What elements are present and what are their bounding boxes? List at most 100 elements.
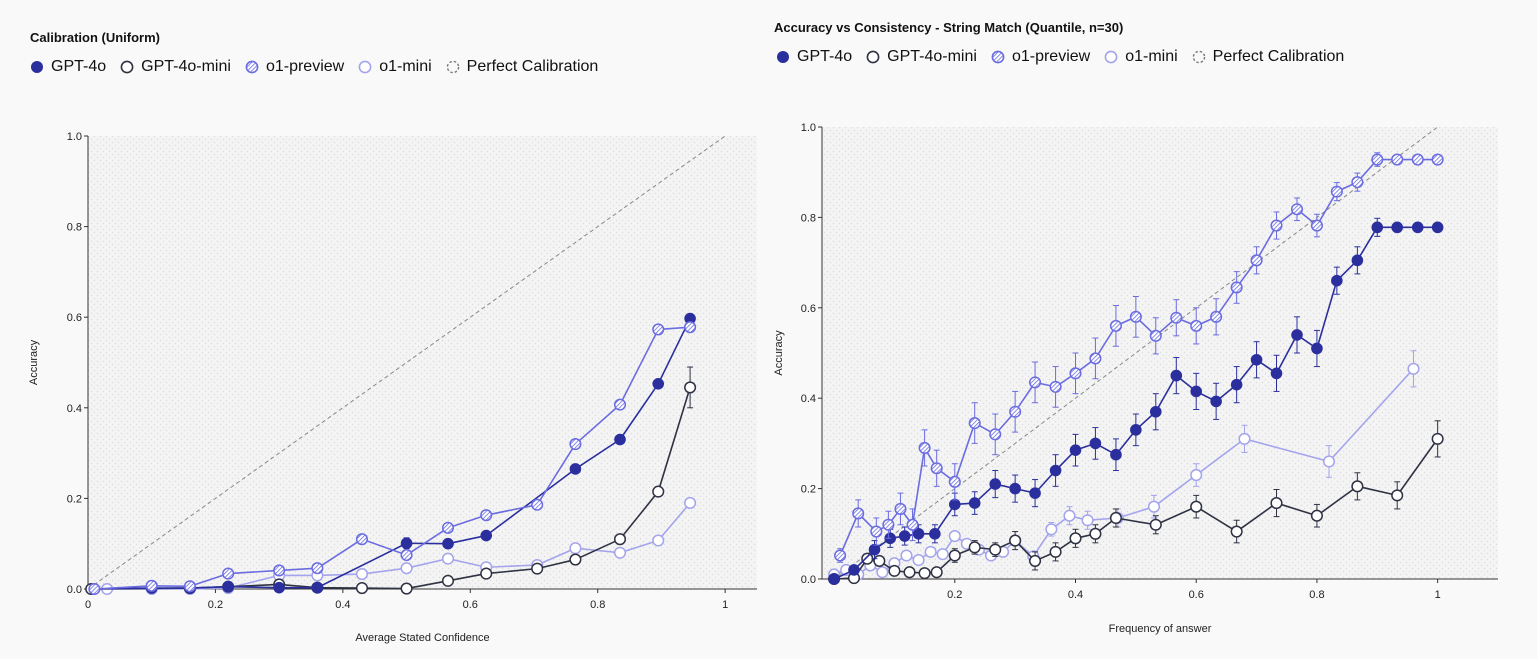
data-point[interactable] [948, 549, 961, 562]
data-point[interactable] [861, 552, 874, 565]
data-point[interactable] [1391, 153, 1404, 166]
data-point[interactable] [1407, 362, 1420, 375]
data-point[interactable] [1330, 185, 1343, 198]
data-point[interactable] [968, 497, 981, 509]
legend-item-o1-preview[interactable]: o1-preview [245, 58, 344, 76]
data-point[interactable] [1250, 254, 1263, 267]
data-point[interactable] [273, 581, 285, 594]
data-point[interactable] [1238, 432, 1251, 445]
data-point[interactable] [1311, 342, 1323, 355]
data-point[interactable] [1270, 367, 1283, 380]
data-point[interactable] [1391, 221, 1404, 234]
data-point[interactable] [1149, 405, 1162, 418]
data-point[interactable] [1270, 219, 1283, 232]
data-point[interactable] [1029, 376, 1042, 389]
data-point[interactable] [1009, 534, 1022, 547]
data-point[interactable] [441, 574, 455, 587]
legend-item-perfect-calibration[interactable]: Perfect Calibration [1192, 48, 1344, 66]
legend-item-gpt-4o-mini[interactable]: GPT-4o-mini [866, 48, 977, 66]
data-point[interactable] [1109, 511, 1122, 525]
data-point[interactable] [1130, 424, 1142, 436]
data-point[interactable] [1089, 437, 1102, 450]
data-point[interactable] [948, 530, 961, 543]
data-point[interactable] [868, 543, 881, 556]
legend-item-o1-preview[interactable]: o1-preview [991, 48, 1090, 66]
data-point[interactable] [968, 541, 981, 554]
data-point[interactable] [1170, 311, 1183, 324]
data-point[interactable] [1322, 455, 1336, 468]
data-point[interactable] [441, 521, 455, 534]
data-point[interactable] [273, 564, 286, 577]
data-point[interactable] [848, 564, 860, 576]
data-point[interactable] [948, 498, 961, 511]
data-point[interactable] [1210, 310, 1223, 323]
data-point[interactable] [1190, 500, 1203, 513]
data-point[interactable] [1230, 281, 1243, 294]
data-point[interactable] [918, 441, 931, 454]
data-point[interactable] [924, 545, 937, 558]
data-point[interactable] [930, 462, 943, 475]
data-point[interactable] [569, 463, 582, 475]
data-point[interactable] [1029, 554, 1042, 567]
data-point[interactable] [1109, 319, 1122, 332]
data-point[interactable] [989, 543, 1002, 556]
data-point[interactable] [1270, 497, 1283, 510]
data-point[interactable] [912, 553, 925, 567]
data-point[interactable] [1310, 509, 1323, 522]
data-point[interactable] [684, 496, 697, 509]
legend-item-gpt-4o[interactable]: GPT-4o [776, 48, 852, 66]
data-point[interactable] [355, 568, 369, 581]
data-point[interactable] [1069, 367, 1082, 380]
data-point[interactable] [1049, 545, 1062, 558]
data-point[interactable] [936, 548, 949, 561]
legend-item-gpt-4o[interactable]: GPT-4o [30, 58, 106, 76]
data-point[interactable] [222, 580, 234, 593]
data-point[interactable] [1290, 203, 1304, 216]
data-point[interactable] [918, 567, 931, 580]
data-point[interactable] [1190, 468, 1203, 482]
data-point[interactable] [1063, 509, 1076, 522]
data-point[interactable] [311, 562, 324, 575]
data-point[interactable] [1351, 480, 1364, 493]
data-point[interactable] [1045, 523, 1058, 536]
data-point[interactable] [1431, 221, 1444, 234]
data-point[interactable] [614, 433, 626, 446]
data-point[interactable] [1391, 489, 1404, 502]
data-point[interactable] [989, 428, 1002, 441]
data-point[interactable] [1149, 518, 1162, 531]
data-point[interactable] [1230, 525, 1243, 538]
data-point[interactable] [1089, 527, 1102, 540]
data-point[interactable] [441, 552, 455, 565]
data-point[interactable] [400, 548, 413, 562]
data-point[interactable] [652, 377, 665, 390]
data-point[interactable] [355, 533, 369, 546]
data-point[interactable] [652, 323, 665, 336]
data-point[interactable] [222, 567, 235, 580]
data-point[interactable] [948, 475, 961, 488]
data-point[interactable] [684, 321, 697, 334]
data-point[interactable] [569, 553, 582, 566]
data-point[interactable] [870, 525, 883, 538]
data-point[interactable] [930, 566, 943, 579]
data-point[interactable] [888, 564, 901, 577]
data-point[interactable] [912, 528, 925, 540]
data-point[interactable] [1190, 319, 1203, 332]
data-point[interactable] [531, 562, 544, 575]
data-point[interactable] [989, 478, 1002, 490]
data-point[interactable] [1129, 310, 1142, 323]
data-point[interactable] [1250, 353, 1263, 366]
data-point[interactable] [882, 518, 895, 531]
data-point[interactable] [1009, 482, 1021, 495]
data-point[interactable] [613, 546, 627, 559]
data-point[interactable] [613, 533, 627, 546]
data-point[interactable] [898, 530, 911, 542]
legend-item-o1-mini[interactable]: o1-mini [358, 58, 432, 76]
data-point[interactable] [1431, 153, 1444, 166]
data-point[interactable] [906, 518, 919, 531]
data-point[interactable] [1110, 448, 1122, 461]
data-point[interactable] [1210, 395, 1222, 408]
data-point[interactable] [1331, 274, 1343, 287]
legend-item-o1-mini[interactable]: o1-mini [1104, 48, 1178, 66]
data-point[interactable] [400, 537, 413, 550]
data-point[interactable] [569, 542, 582, 555]
